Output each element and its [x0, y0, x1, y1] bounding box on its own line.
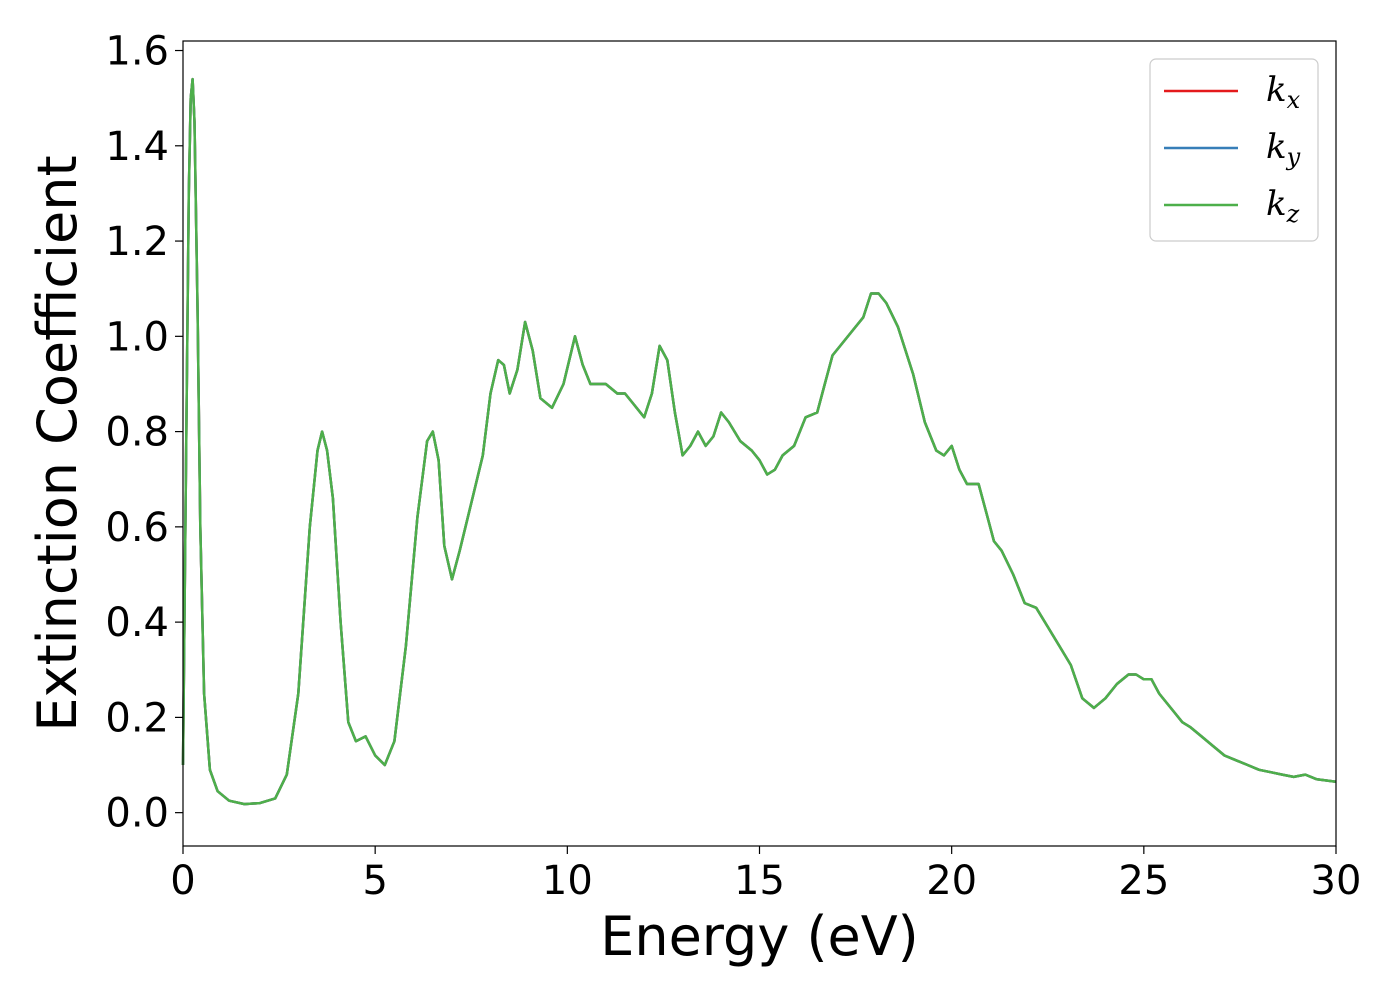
y-axis-label: Extinction Coefficient [26, 155, 89, 731]
y-tick-label: 0.4 [105, 600, 169, 646]
series-line-kz [181, 77, 1337, 806]
series-layer [181, 77, 1337, 806]
y-tick-label: 1.6 [105, 29, 169, 75]
x-tick-label: 25 [1118, 858, 1169, 904]
x-axis-label: Energy (eV) [600, 905, 919, 968]
y-tick-label: 1.2 [105, 219, 169, 265]
y-axis-ticks: 0.0 0.2 0.4 0.6 0.8 1.0 1.2 1.4 1.6 [105, 29, 183, 837]
y-tick-label: 0.0 [105, 791, 169, 837]
legend-entry-kx: kx [1266, 70, 1301, 114]
y-tick-label: 1.0 [105, 314, 169, 360]
y-tick-label: 1.4 [105, 124, 169, 170]
x-tick-label: 15 [734, 858, 785, 904]
y-tick-label: 0.6 [105, 505, 169, 551]
x-tick-label: 30 [1311, 858, 1362, 904]
legend-box [1149, 58, 1319, 242]
legend-entry-ky: ky [1266, 127, 1301, 171]
legend-entry-kz: kz [1266, 184, 1300, 228]
x-axis-ticks: 0 5 10 15 20 25 30 [170, 846, 1361, 904]
x-tick-label: 10 [542, 858, 593, 904]
y-tick-label: 0.2 [105, 695, 169, 741]
y-tick-label: 0.8 [105, 410, 169, 456]
legend: kx ky kz [1149, 58, 1319, 242]
x-tick-label: 5 [362, 858, 387, 904]
x-tick-label: 0 [170, 858, 195, 904]
x-tick-label: 20 [926, 858, 977, 904]
